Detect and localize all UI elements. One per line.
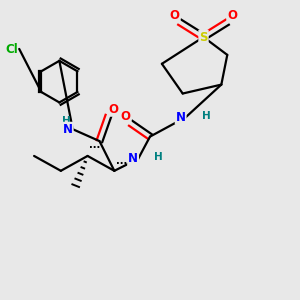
Text: O: O bbox=[227, 9, 237, 22]
Text: ···: ··· bbox=[116, 159, 127, 169]
Text: H: H bbox=[61, 116, 70, 126]
Text: Cl: Cl bbox=[5, 43, 18, 56]
Text: N: N bbox=[176, 111, 186, 124]
Text: N: N bbox=[128, 152, 138, 165]
Text: H: H bbox=[154, 152, 163, 162]
Text: S: S bbox=[199, 31, 208, 44]
Text: O: O bbox=[121, 110, 131, 123]
Text: O: O bbox=[170, 9, 180, 22]
Text: N: N bbox=[63, 123, 73, 136]
Text: O: O bbox=[108, 103, 118, 116]
Text: ···: ··· bbox=[89, 143, 100, 153]
Text: H: H bbox=[202, 111, 211, 121]
